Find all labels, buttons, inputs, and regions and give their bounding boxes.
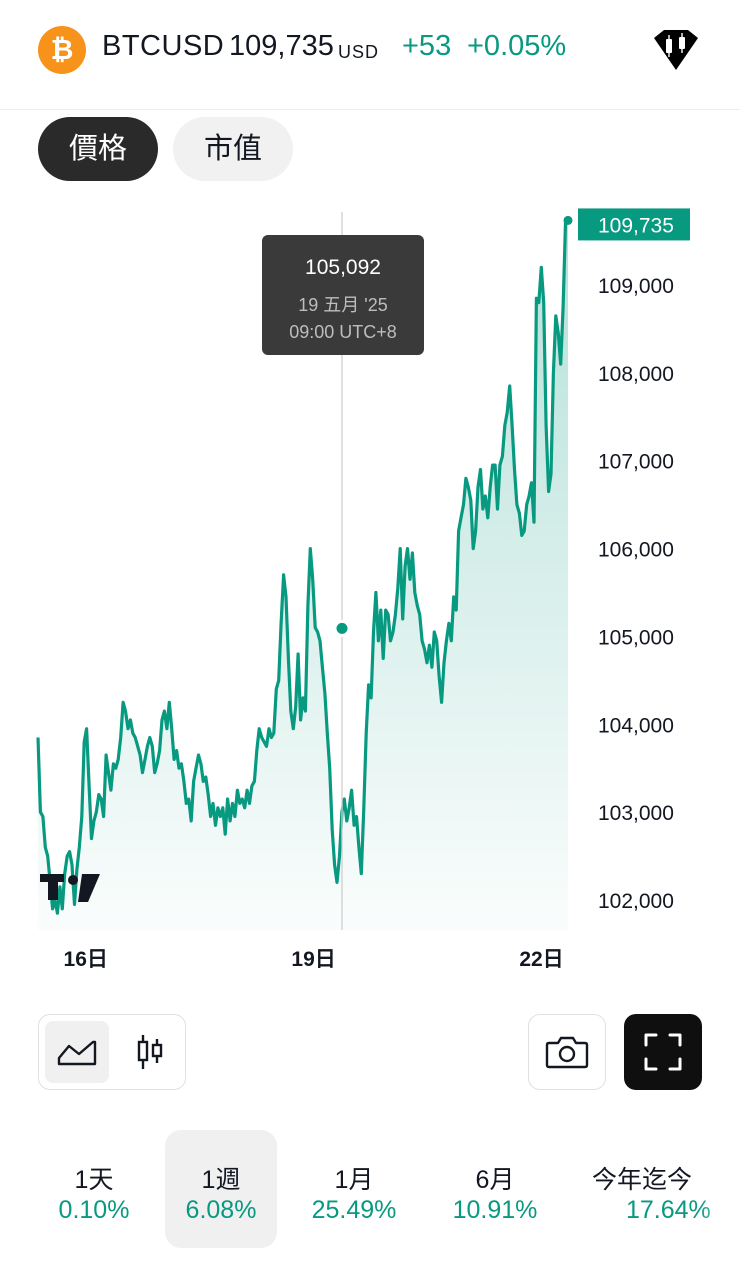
y-tick-label: 105,000: [598, 626, 674, 649]
y-tick-label: 103,000: [598, 802, 674, 825]
symbol-name: BTCUSD: [102, 30, 225, 62]
scroll-fade: [700, 1130, 740, 1250]
period-ytd[interactable]: 今年迄今 17.64%: [590, 1130, 740, 1248]
symbol-header: ₿ BTCUSD 109,735 USD +53 +0.05%: [0, 0, 740, 110]
price-area-fill: [38, 219, 568, 931]
y-tick-label: 109,000: [598, 275, 674, 298]
x-tick-label: 19日: [291, 948, 335, 971]
period-change: 6.08%: [185, 1196, 257, 1224]
period-6m[interactable]: 6月 10.91%: [439, 1130, 551, 1248]
last-value-label: 109,735: [598, 214, 674, 237]
y-tick-label: 102,000: [598, 890, 674, 913]
period-change: 0.10%: [58, 1196, 130, 1224]
bitcoin-icon: ₿: [38, 26, 86, 74]
tooltip-time: 09:00 UTC+8: [289, 322, 397, 342]
price-change: +53: [402, 30, 452, 62]
area-chart-button[interactable]: [45, 1021, 109, 1083]
tradingview-badge-icon[interactable]: [648, 26, 704, 74]
period-1w[interactable]: 1週 6.08%: [165, 1130, 277, 1248]
fullscreen-icon: [644, 1033, 682, 1071]
x-tick-label: 16日: [64, 948, 108, 971]
period-label: 1週: [201, 1166, 241, 1194]
tooltip-box: [262, 235, 424, 355]
candlestick-button[interactable]: [119, 1021, 181, 1083]
period-1m[interactable]: 1月 25.49%: [298, 1130, 410, 1248]
last-value-badge: [578, 208, 690, 241]
tab-market-cap[interactable]: 市值: [173, 117, 293, 181]
period-change: 17.64%: [626, 1196, 711, 1224]
y-tick-label: 104,000: [598, 714, 674, 737]
period-label: 1月: [334, 1166, 374, 1194]
area-chart-icon: [57, 1040, 97, 1066]
tab-price[interactable]: 價格: [38, 117, 158, 181]
currency-label: USD: [338, 42, 380, 62]
tooltip-value: 105,092: [305, 256, 381, 279]
price-chart[interactable]: 102,000 103,000 104,000 105,000 106,000 107,0…: [0, 200, 740, 990]
period-change: 25.49%: [311, 1196, 397, 1224]
price-series-line: [36, 217, 568, 915]
price-change-percent: +0.05%: [467, 30, 567, 62]
period-label: 今年迄今: [592, 1166, 693, 1194]
period-change: 10.91%: [452, 1196, 538, 1224]
period-1d[interactable]: 1天 0.10%: [38, 1130, 150, 1248]
y-tick-label: 107,000: [598, 451, 674, 474]
period-label: 1天: [74, 1166, 114, 1194]
candlestick-icon: [137, 1035, 163, 1069]
camera-icon: [545, 1036, 589, 1069]
crosshair-point: [333, 619, 351, 637]
fullscreen-button[interactable]: [624, 1014, 702, 1090]
screenshot-button[interactable]: [528, 1014, 606, 1090]
x-tick-label: 22日: [519, 948, 563, 971]
y-tick-label: 106,000: [598, 539, 674, 562]
y-tick-label: 108,000: [598, 363, 674, 386]
current-price: 109,735: [229, 30, 334, 62]
tradingview-logo-icon: [40, 874, 100, 902]
tooltip-date: 19 五月 '25: [298, 295, 387, 315]
period-label: 6月: [475, 1166, 515, 1194]
last-value-dot: [563, 215, 573, 225]
period-selector: 1天 0.10% 1週 6.08% 1月 25.49% 6月 10.91% 今年…: [0, 1130, 740, 1250]
chart-type-toggle: [38, 1014, 186, 1090]
